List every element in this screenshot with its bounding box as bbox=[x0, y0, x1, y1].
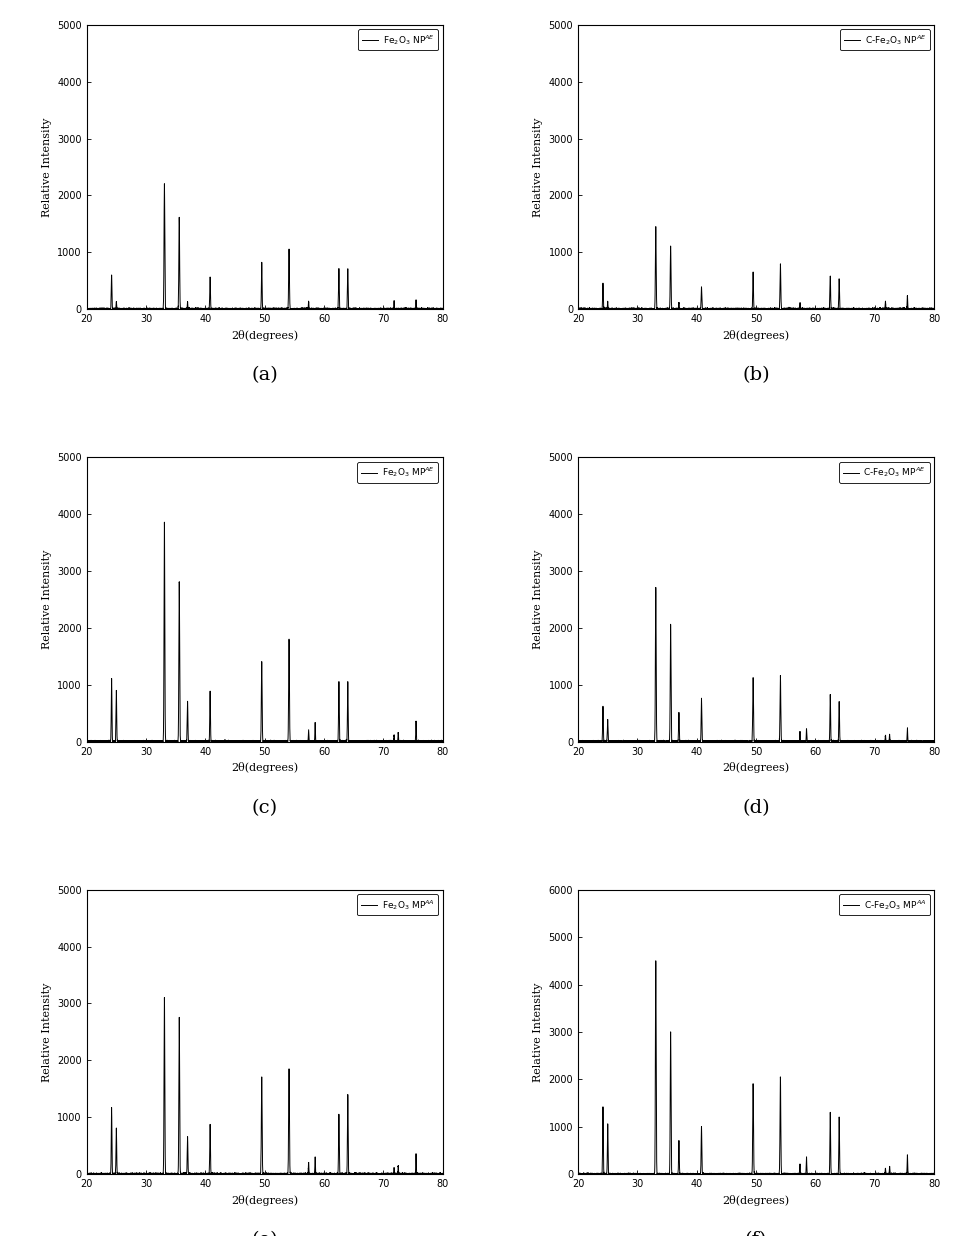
Legend: C-Fe$_2$O$_3$ NP$^{AE}$: C-Fe$_2$O$_3$ NP$^{AE}$ bbox=[840, 30, 929, 51]
Text: (a): (a) bbox=[251, 366, 278, 384]
Text: (d): (d) bbox=[742, 798, 769, 817]
Text: (e): (e) bbox=[251, 1231, 278, 1236]
Text: (c): (c) bbox=[251, 798, 277, 817]
X-axis label: 2θ(degrees): 2θ(degrees) bbox=[722, 1195, 790, 1205]
Y-axis label: Relative Intensity: Relative Intensity bbox=[41, 550, 52, 649]
Y-axis label: Relative Intensity: Relative Intensity bbox=[533, 550, 543, 649]
Legend: Fe$_2$O$_3$ MP$^{AE}$: Fe$_2$O$_3$ MP$^{AE}$ bbox=[357, 462, 438, 483]
Y-axis label: Relative Intensity: Relative Intensity bbox=[41, 983, 52, 1082]
X-axis label: 2θ(degrees): 2θ(degrees) bbox=[231, 763, 299, 774]
Y-axis label: Relative Intensity: Relative Intensity bbox=[533, 983, 543, 1082]
Y-axis label: Relative Intensity: Relative Intensity bbox=[41, 117, 52, 216]
Legend: C-Fe$_2$O$_3$ MP$^{AE}$: C-Fe$_2$O$_3$ MP$^{AE}$ bbox=[839, 462, 929, 483]
X-axis label: 2θ(degrees): 2θ(degrees) bbox=[722, 763, 790, 774]
Text: (b): (b) bbox=[742, 366, 769, 384]
Legend: Fe$_2$O$_3$ NP$^{AE}$: Fe$_2$O$_3$ NP$^{AE}$ bbox=[358, 30, 438, 51]
X-axis label: 2θ(degrees): 2θ(degrees) bbox=[722, 330, 790, 341]
X-axis label: 2θ(degrees): 2θ(degrees) bbox=[231, 330, 299, 341]
Y-axis label: Relative Intensity: Relative Intensity bbox=[533, 117, 543, 216]
Legend: Fe$_2$O$_3$ MP$^{AA}$: Fe$_2$O$_3$ MP$^{AA}$ bbox=[357, 894, 438, 916]
Legend: C-Fe$_2$O$_3$ MP$^{AA}$: C-Fe$_2$O$_3$ MP$^{AA}$ bbox=[839, 894, 929, 916]
X-axis label: 2θ(degrees): 2θ(degrees) bbox=[231, 1195, 299, 1205]
Text: (f): (f) bbox=[745, 1231, 768, 1236]
